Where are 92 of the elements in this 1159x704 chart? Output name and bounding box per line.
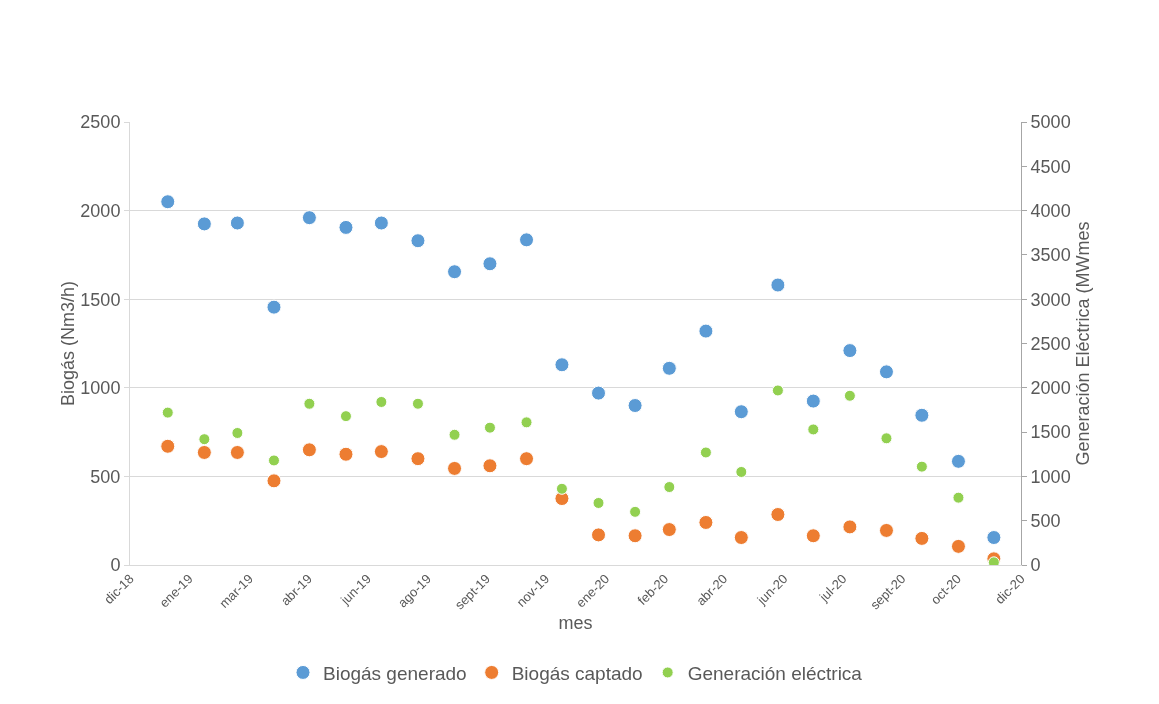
point — [592, 496, 605, 509]
point — [373, 215, 389, 231]
point — [733, 530, 749, 546]
y2-tick-label: 500 — [1030, 511, 1061, 531]
y-tick-label: 2500 — [80, 112, 121, 133]
point — [842, 519, 858, 535]
point — [842, 343, 858, 359]
point — [267, 454, 280, 467]
y2-tick-label: 3500 — [1030, 245, 1071, 266]
legend-label: Biogás captado — [511, 662, 643, 684]
y-tick-label: 0 — [110, 555, 121, 576]
point — [735, 465, 748, 478]
y2-tick-label: 1500 — [1030, 422, 1071, 443]
point — [950, 538, 966, 554]
point — [520, 416, 533, 429]
point — [338, 219, 354, 235]
point — [770, 277, 786, 293]
point — [986, 530, 1002, 546]
point — [629, 505, 642, 518]
point — [229, 444, 245, 460]
point — [375, 395, 388, 408]
point — [627, 528, 643, 544]
point — [411, 397, 424, 410]
y2-axis-title: Generación Eléctrica (MWmes — [1072, 221, 1093, 466]
y2-tick-label: 2000 — [1030, 378, 1071, 399]
point — [339, 410, 352, 423]
y2-tick-label: 5000 — [1030, 112, 1071, 133]
y-tick-label: 2000 — [80, 200, 121, 221]
point — [663, 481, 676, 494]
point — [627, 398, 643, 414]
point — [519, 451, 535, 467]
y2-tick-label: 1000 — [1030, 466, 1071, 487]
point — [483, 421, 496, 434]
point — [698, 323, 714, 339]
point — [661, 522, 677, 538]
point — [338, 446, 354, 462]
point — [266, 299, 282, 315]
point — [914, 530, 930, 546]
point — [482, 458, 498, 474]
point — [952, 491, 965, 504]
point — [554, 357, 570, 373]
point — [482, 256, 498, 272]
point — [698, 514, 714, 530]
point — [198, 433, 211, 446]
point — [591, 527, 607, 543]
y-tick-label: 500 — [90, 466, 121, 487]
y2-tick-label: 4500 — [1030, 156, 1071, 177]
point — [447, 264, 463, 280]
y-tick-label: 1000 — [80, 378, 121, 399]
y-tick-label: 1500 — [80, 289, 121, 310]
point — [448, 428, 461, 441]
point — [914, 407, 930, 423]
point — [770, 507, 786, 522]
point — [805, 393, 821, 409]
point — [196, 216, 212, 232]
point — [880, 432, 893, 445]
legend-label: Generación eléctrica — [687, 662, 863, 684]
legend-label: Biogás generado — [323, 662, 467, 684]
point — [161, 406, 174, 419]
point — [410, 233, 426, 249]
point — [301, 442, 317, 458]
point — [160, 438, 176, 454]
y2-tick-label: 4000 — [1030, 200, 1071, 221]
y2-tick-label: 3000 — [1030, 289, 1071, 310]
point — [950, 453, 966, 469]
y2-tick-label: 2500 — [1030, 333, 1071, 354]
y-axis-title: Biogás (Nm3/h) — [58, 280, 79, 407]
point — [410, 451, 426, 467]
x-axis-title: mes — [558, 612, 593, 633]
point — [915, 460, 928, 473]
point — [555, 482, 568, 495]
point — [231, 426, 244, 439]
point — [807, 423, 820, 436]
point — [878, 364, 894, 380]
y2-tick-label: 0 — [1030, 555, 1041, 576]
point — [843, 389, 856, 402]
point — [160, 194, 176, 210]
point — [301, 210, 317, 226]
point — [447, 460, 463, 476]
point — [229, 215, 245, 231]
point — [519, 232, 535, 248]
point — [771, 384, 784, 397]
point — [699, 446, 712, 459]
point — [661, 360, 677, 376]
point — [591, 385, 607, 401]
point — [196, 444, 212, 460]
point — [805, 528, 821, 544]
point — [373, 444, 389, 460]
point — [303, 397, 316, 410]
point — [733, 404, 749, 420]
point — [266, 473, 282, 489]
point — [878, 522, 894, 538]
